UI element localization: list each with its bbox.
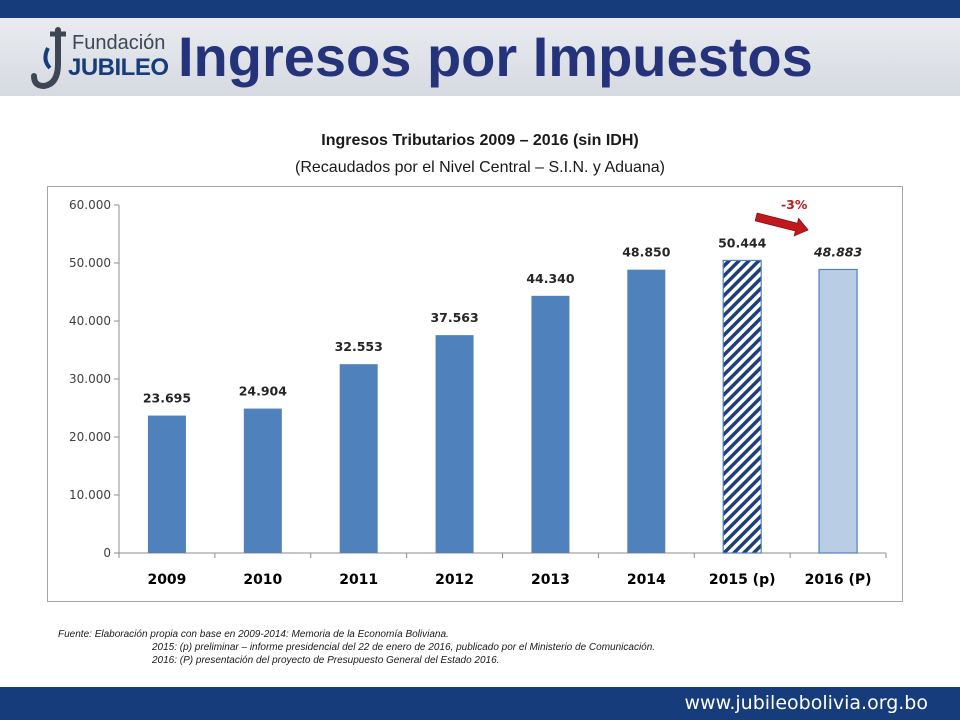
bar-chart: 0 10.000 20.000 30.000 40.000 50.000 60.000 23… [69,197,887,588]
bar-2013 [531,295,570,553]
y-tick-label: 10.000 [69,488,111,502]
bar-2010 [243,408,282,553]
top-band [0,0,960,18]
chart-title: Ingresos Tributarios 2009 – 2016 (sin ID… [321,132,639,149]
data-label: 48.850 [622,245,671,260]
fundacion-jubileo-logo: Fundación JUBILEO [28,24,169,94]
logo-emblem-icon [31,27,66,90]
x-tick-label: 2011 [339,572,378,588]
change-annotation-label: -3% [781,197,808,212]
chart-subtitle: (Recaudados por el Nivel Central – S.I.N… [295,159,665,176]
x-tick-label: 2012 [435,572,474,588]
footer-url[interactable]: www.jubileobolivia.org.bo [684,692,928,714]
change-arrow-icon [754,212,809,237]
bar-2015p [722,259,762,554]
logo-text-fundacion: Fundación [72,32,166,54]
data-label: 32.553 [335,339,383,354]
data-label: 48.883 [813,244,862,259]
page-title: Ingresos por Impuestos [178,25,813,88]
y-tick-label: 50.000 [69,256,111,270]
source-line-3: 2016: (P) presentación del proyecto de P… [152,655,500,666]
y-tick-label: 60.000 [69,198,111,212]
data-label: 37.563 [430,310,478,325]
bar-2011 [339,364,378,553]
source-note: Fuente: Elaboración propia con base en 2… [58,628,655,667]
source-line-2: 2015: (p) preliminar – informe presidenc… [152,642,656,653]
data-label: 23.695 [143,391,191,406]
x-tick-label: 2010 [243,572,282,588]
data-label: 44.340 [526,271,575,286]
header-band [0,18,960,96]
x-tick-label: 2009 [147,572,186,588]
y-tick-label: 20.000 [69,430,111,444]
bar-2012 [435,335,474,553]
y-tick-label: 40.000 [69,314,111,328]
bar-2009 [147,415,186,553]
change-arrow-shape [754,212,809,237]
source-line-1: Fuente: Elaboración propia con base en 2… [58,629,449,640]
x-tick-label: 2015 (p) [709,572,776,588]
data-label: 50.444 [718,235,767,250]
data-label: 24.904 [239,384,288,399]
y-tick-label: 30.000 [69,372,111,386]
logo-text-jubileo: JUBILEO [68,54,169,81]
x-tick-label: 2013 [531,572,570,588]
bar-2014 [627,269,666,553]
chart-area: 0 10.000 20.000 30.000 40.000 50.000 60.000 23… [47,186,903,602]
x-tick-label: 2014 [627,572,666,588]
x-tick-label: 2016 (P) [805,572,872,588]
bottom-band [0,687,960,720]
y-tick-label: 0 [103,546,111,560]
bar-2016p [818,268,858,554]
